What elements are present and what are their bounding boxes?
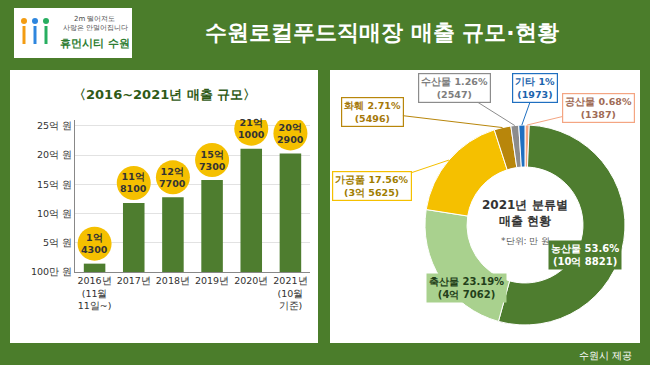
svg-text:2m 떨어져도: 2m 떨어져도 [74,15,116,23]
svg-text:2017년: 2017년 [117,275,151,286]
svg-text:5억 원: 5억 원 [43,237,72,248]
svg-text:수원시 제공: 수원시 제공 [579,350,632,361]
svg-text:축산물 23.19%(4억 7062): 축산물 23.19%(4억 7062) [429,276,504,300]
svg-text:휴먼시티 수원: 휴먼시티 수원 [60,37,130,50]
svg-text:*단위: 만 원: *단위: 만 원 [501,236,550,246]
svg-text:15억 원: 15억 원 [37,179,72,190]
svg-text:12억7700: 12억7700 [159,166,186,189]
svg-text:공산물 0.68%(1387): 공산물 0.68%(1387) [565,96,632,119]
svg-text:100만 원: 100만 원 [31,266,72,277]
svg-text:가공품 17.56%(3억 5625): 가공품 17.56%(3억 5625) [335,174,408,197]
svg-text:10억 원: 10억 원 [37,208,72,219]
svg-text:2021년(10월기준): 2021년(10월기준) [273,275,307,311]
svg-text:농산물 53.6%(10억 8821): 농산물 53.6%(10억 8821) [551,243,619,267]
svg-text:21억1000: 21억1000 [238,117,265,140]
svg-text:수산물 1.26%(2547): 수산물 1.26%(2547) [421,76,488,99]
svg-text:11억8100: 11억8100 [120,171,147,194]
svg-text:2019년: 2019년 [195,275,229,286]
svg-text:2020년: 2020년 [234,275,268,286]
svg-text:사랑은 안멀어집니다: 사랑은 안멀어집니다 [63,24,128,32]
svg-text:화훼 2.71%(5496): 화훼 2.71%(5496) [344,100,401,123]
svg-text:〈2016~2021년 매출 규모〉: 〈2016~2021년 매출 규모〉 [73,87,256,102]
svg-text:2018년: 2018년 [156,275,190,286]
svg-text:20억 원: 20억 원 [37,149,72,160]
svg-text:1억4300: 1억4300 [81,232,108,255]
svg-text:15억7300: 15억7300 [199,149,226,172]
svg-text:2016년(11월11일~): 2016년(11월11일~) [77,275,111,311]
svg-text:20억2900: 20억2900 [277,122,304,145]
svg-text:기타 1%(1973): 기타 1%(1973) [515,76,555,99]
svg-text:2021년 분류별매출 현황: 2021년 분류별매출 현황 [482,198,568,228]
svg-text:수원로컬푸드직매장 매출 규모·현황: 수원로컬푸드직매장 매출 규모·현황 [205,20,559,45]
svg-text:25억 원: 25억 원 [37,120,72,131]
